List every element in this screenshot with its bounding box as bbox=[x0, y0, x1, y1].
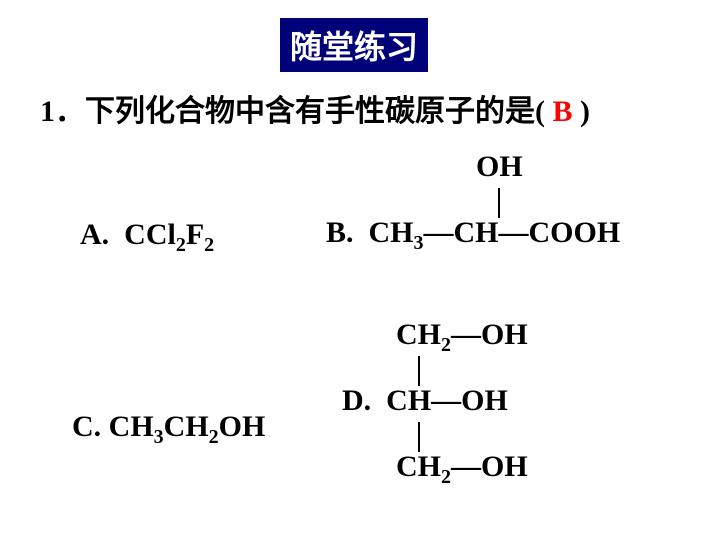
option-b-ch: CH bbox=[454, 216, 499, 249]
option-a-ccl: CCl bbox=[124, 218, 176, 251]
question-close: ) bbox=[580, 95, 590, 128]
option-d-bond2 bbox=[418, 422, 420, 452]
option-d-bond1 bbox=[418, 356, 420, 386]
option-c-sub2: 2 bbox=[209, 426, 219, 448]
option-a-f: F bbox=[186, 218, 204, 251]
option-b-label: B. bbox=[326, 216, 354, 249]
option-d-label: D. bbox=[342, 384, 371, 417]
option-a-label: A. bbox=[80, 218, 109, 251]
option-a-sub1: 2 bbox=[176, 234, 186, 256]
option-d-l3-dash: — bbox=[451, 450, 481, 483]
option-b-dash2: — bbox=[499, 216, 529, 249]
option-c-sub3: 3 bbox=[154, 426, 164, 448]
option-b-oh: OH bbox=[476, 150, 523, 184]
option-a-sub2: 2 bbox=[204, 234, 214, 256]
option-c-label: C. bbox=[72, 410, 101, 443]
option-d-l3-sub2: 2 bbox=[441, 466, 451, 488]
option-c-ch2: CH bbox=[164, 410, 209, 443]
exercise-title: 随堂练习 bbox=[280, 18, 428, 72]
answer-letter: B bbox=[553, 95, 573, 128]
option-d-l1-sub2: 2 bbox=[441, 334, 451, 356]
option-d-l1-ch2: CH bbox=[396, 318, 441, 351]
option-d-l2-oh: OH bbox=[461, 384, 508, 417]
option-d-l3-oh: OH bbox=[481, 450, 528, 483]
option-d-l2-ch: CH bbox=[386, 384, 431, 417]
option-b-cooh: COOH bbox=[529, 216, 621, 249]
option-d-l2-dash: — bbox=[431, 384, 461, 417]
option-d-l1-dash: — bbox=[451, 318, 481, 351]
option-b-ch3: CH bbox=[369, 216, 414, 249]
option-b-bond bbox=[498, 188, 500, 218]
question-number: 1． bbox=[40, 95, 85, 128]
question-text: 1．下列化合物中含有手性碳原子的是( B ) bbox=[40, 86, 590, 130]
option-c-oh: OH bbox=[219, 410, 266, 443]
option-d-l1-oh: OH bbox=[481, 318, 528, 351]
question-stem: 下列化合物中含有手性碳原子的是( bbox=[85, 95, 545, 128]
option-a: A. CCl2F2 bbox=[80, 218, 214, 257]
option-c-ch3: CH bbox=[109, 410, 154, 443]
option-d-l3-ch2: CH bbox=[396, 450, 441, 483]
option-b-sub3: 3 bbox=[414, 232, 424, 254]
option-c: C. CH3CH2OH bbox=[72, 410, 265, 449]
option-b-dash1: — bbox=[424, 216, 454, 249]
